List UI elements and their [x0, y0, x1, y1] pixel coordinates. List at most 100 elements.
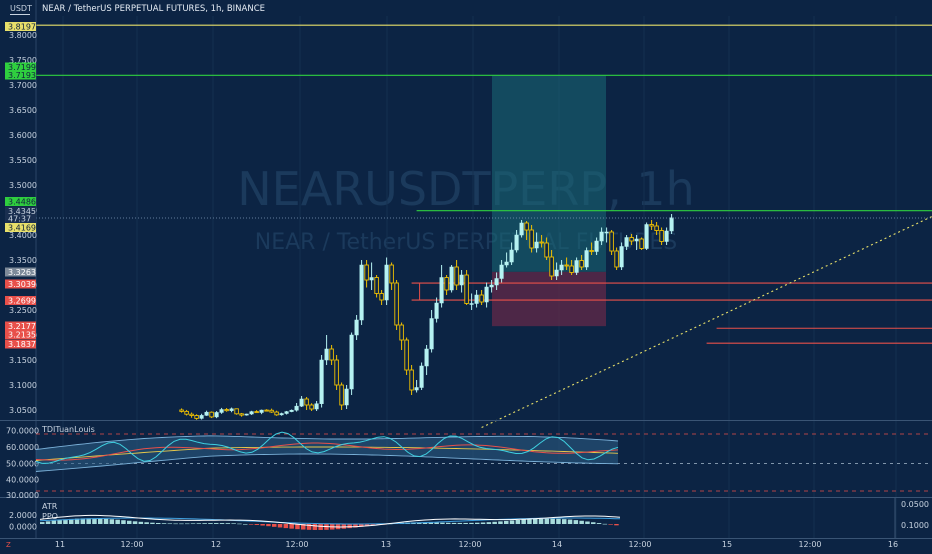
ppo-histogram-bar — [254, 524, 260, 525]
price-tag — [5, 70, 36, 80]
candle — [524, 221, 529, 240]
tdi-label: TDITuanLouis — [41, 425, 95, 434]
price-tag — [5, 330, 36, 339]
candle — [554, 262, 559, 280]
ppo-histogram-bar — [190, 523, 196, 525]
ppo-histogram-bar — [602, 523, 608, 525]
price-tag-label: 3.4345 — [8, 207, 36, 216]
ppo-histogram-bar — [591, 522, 596, 524]
candle — [259, 409, 264, 415]
candle — [509, 242, 514, 265]
candle — [424, 345, 429, 375]
ppo-histogram-bar — [243, 523, 248, 525]
tdi-lower-line — [35, 453, 619, 472]
ppo-histogram-bar — [161, 523, 167, 524]
ppo-histogram-bar — [469, 522, 474, 524]
candle — [194, 414, 199, 420]
price-tag-label: 3.2177 — [8, 322, 36, 331]
candle — [419, 362, 424, 390]
candle — [619, 242, 624, 270]
ppo-histogram-bar — [515, 519, 521, 524]
time-tick-label: 11 — [55, 540, 65, 549]
candle — [204, 410, 209, 416]
atr-tick-label: 0.0000 — [9, 523, 37, 532]
ppo-histogram-bar — [231, 523, 236, 524]
ppo-histogram-bar — [347, 524, 352, 529]
candle — [239, 412, 244, 417]
ppo-histogram-bar — [196, 523, 202, 524]
candle — [624, 235, 629, 250]
ppo-histogram-bar — [544, 518, 550, 524]
ppo-histogram-bar — [480, 522, 486, 524]
ppo-histogram-bar — [492, 521, 497, 524]
tdi-tick-label: 70.0000 — [6, 427, 39, 436]
ppo-histogram-bar — [312, 524, 318, 530]
stop-zone[interactable] — [492, 271, 606, 327]
candle — [404, 337, 409, 375]
candle — [349, 332, 354, 395]
price-tick-label: 3.2500 — [9, 306, 37, 315]
price-tick-label: 3.7500 — [9, 56, 37, 65]
price-tag-label: 3.8197 — [8, 23, 36, 32]
price-tag — [5, 62, 36, 72]
atr-tick-label: 2.0000 — [9, 511, 37, 520]
candle — [584, 247, 589, 270]
ppo-histogram-bar — [219, 523, 225, 524]
ppo-histogram-bar — [509, 520, 515, 524]
candle — [334, 355, 339, 390]
ppo-histogram-bar — [486, 522, 492, 524]
candlestick-series — [179, 214, 674, 420]
ppo-histogram-bar — [167, 523, 173, 525]
tdi-indicator-panel[interactable]: TDITuanLouis 70.0000 60.0000 50.0000 40.000… — [6, 425, 932, 500]
horizontal-levels[interactable] — [36, 24, 932, 344]
ppo-histogram-bar — [370, 524, 376, 526]
price-tag — [5, 22, 36, 31]
time-tick-label: 12:00 — [120, 540, 143, 549]
ppo-label: PPO — [42, 512, 58, 521]
ppo-histogram-bar — [283, 524, 289, 529]
candle — [644, 222, 649, 250]
price-tick-label: 3.7000 — [9, 81, 37, 90]
candle — [534, 232, 539, 253]
target-zone[interactable] — [492, 75, 606, 272]
candle — [544, 237, 549, 260]
ppo-histogram-bar — [121, 520, 126, 524]
atr-ppo-indicator-panel[interactable]: ATR PPO 2.0000 0.0000 0.0500 0.1000 — [9, 500, 929, 532]
ppo-histogram-bar — [40, 522, 45, 524]
candle — [254, 410, 259, 414]
tdi-tick-label: 50.0000 — [6, 460, 39, 469]
candle — [409, 365, 414, 395]
candle — [439, 265, 444, 308]
candle — [639, 237, 644, 250]
ppo-histogram-bar — [150, 522, 155, 524]
time-tick-label: 13 — [381, 540, 391, 549]
candle — [314, 401, 319, 411]
price-tick-label: 3.8000 — [9, 31, 37, 40]
ppo-histogram-bar — [579, 520, 584, 524]
candle — [579, 255, 584, 270]
ppo-histogram-bar — [208, 523, 213, 524]
ppo-histogram-bar — [301, 524, 306, 530]
candle — [489, 280, 494, 293]
ppo-histogram-bar — [306, 524, 312, 530]
timezone-icon[interactable]: Z — [6, 541, 11, 549]
candle — [294, 403, 299, 412]
candle — [484, 282, 489, 308]
price-tick-label: 3.4000 — [9, 231, 37, 240]
position-tool[interactable] — [492, 75, 606, 327]
candle — [224, 408, 229, 412]
candle — [459, 270, 464, 293]
time-axis[interactable]: 11 12:00 12 12:00 13 12:00 14 12:00 15 12:00 16 — [55, 540, 898, 549]
candle — [589, 242, 594, 255]
candle — [199, 413, 204, 420]
price-tick-label: 3.1000 — [9, 381, 37, 390]
candle — [394, 280, 399, 330]
ppo-histogram-bar — [562, 519, 567, 524]
ppo-histogram-bar — [156, 523, 161, 524]
time-tick-label: 12 — [211, 540, 221, 549]
price-tag-label: 3.7193 — [8, 71, 36, 80]
candle — [574, 257, 579, 275]
